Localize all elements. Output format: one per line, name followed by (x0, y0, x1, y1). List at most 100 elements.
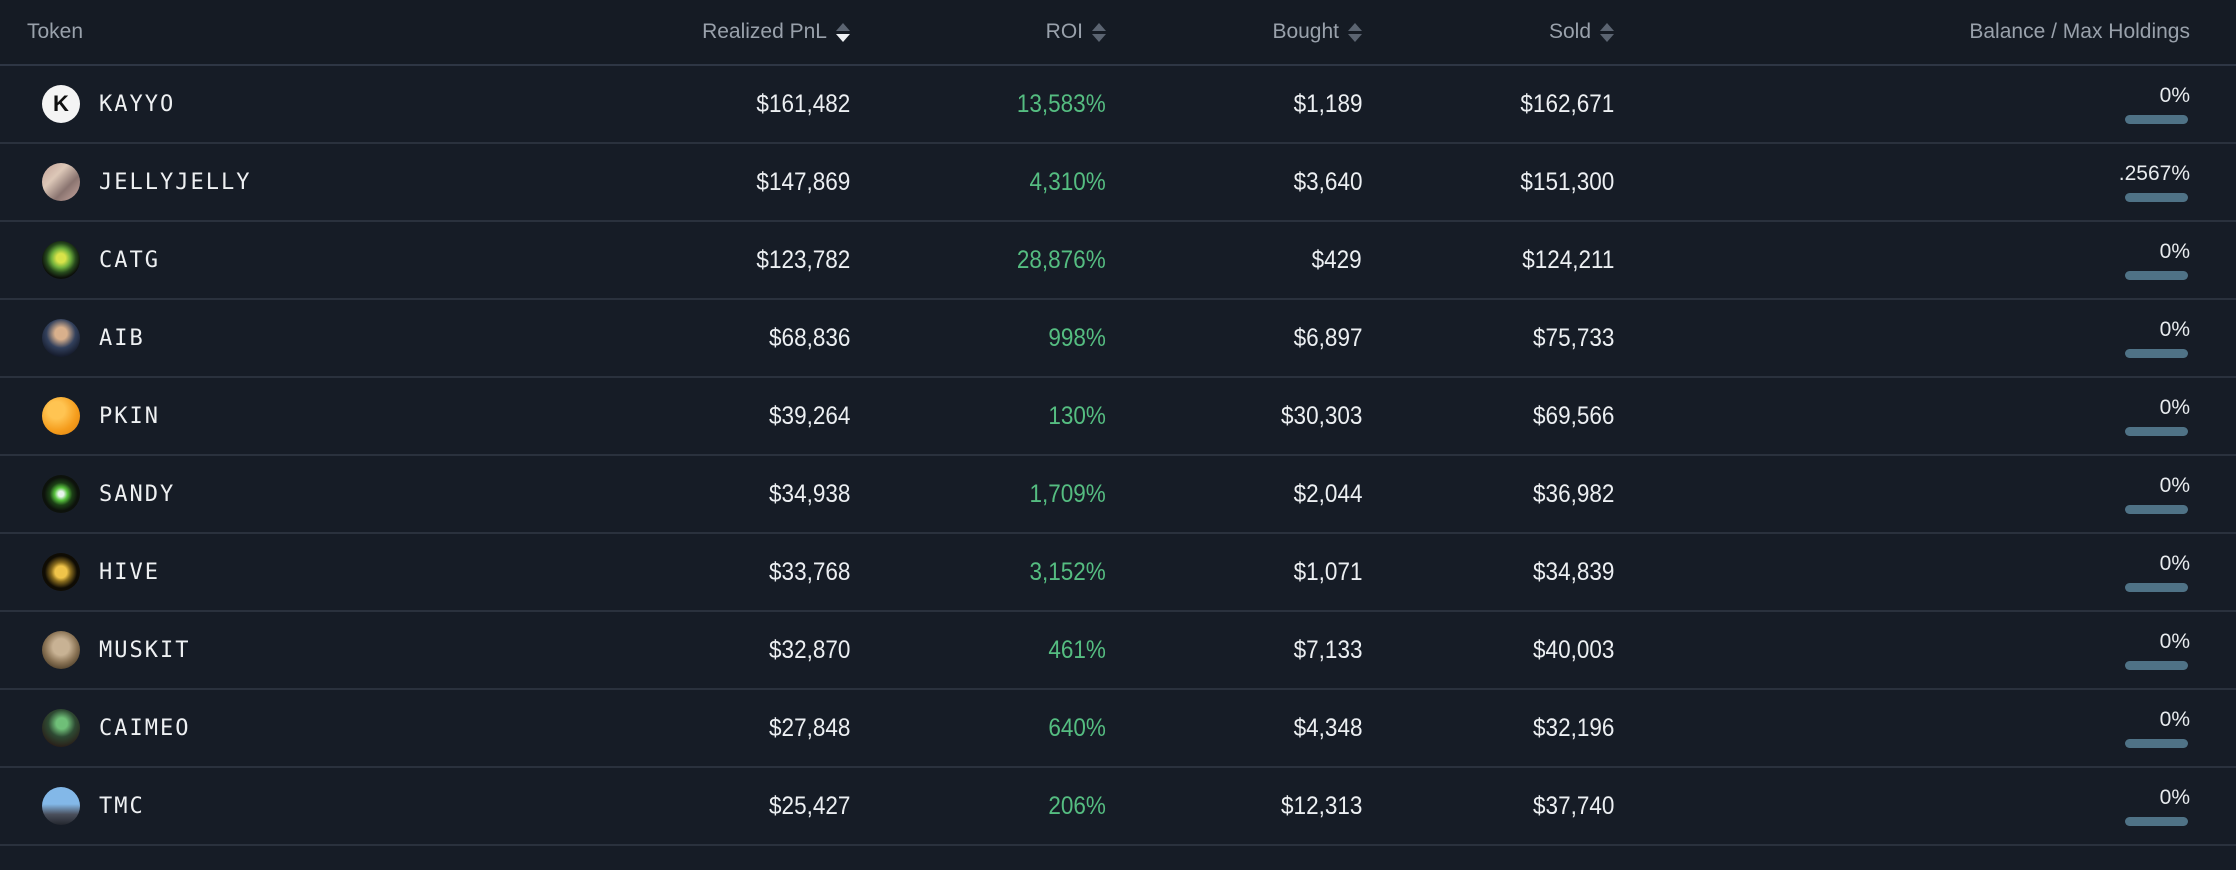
hive-honeycomb-icon (42, 553, 80, 591)
muskit-token-icon (42, 631, 80, 669)
balance-cell: 0% (1614, 396, 2236, 436)
sold-value: $69,566 (1532, 401, 1614, 430)
sold-value: $37,740 (1532, 791, 1614, 820)
bought-value: $7,133 (1293, 635, 1362, 664)
table-row[interactable]: HIVE $33,768 3,152% $1,071 $34,839 0% (0, 534, 2236, 612)
balance-cell: .2567% (1614, 162, 2236, 202)
bought-value: $4,348 (1293, 713, 1362, 742)
realized-pnl-value: $32,870 (768, 635, 850, 664)
token-name: HIVE (99, 559, 160, 585)
balance-percent: 0% (2159, 240, 2190, 264)
bought-value: $2,044 (1293, 479, 1362, 508)
aib-token-icon (42, 319, 80, 357)
sort-icon (836, 22, 850, 42)
balance-bar (2125, 114, 2188, 124)
column-header-balance-max-holdings: Balance / Max Holdings (1614, 20, 2236, 44)
catg-token-icon (42, 241, 80, 279)
realized-pnl-value: $68,836 (768, 323, 850, 352)
column-header-bought-label: Bought (1272, 20, 1339, 43)
table-row[interactable]: CATG $123,782 28,876% $429 $124,211 0% (0, 222, 2236, 300)
jellyjelly-token-icon (42, 163, 80, 201)
table-row[interactable]: PKIN $39,264 130% $30,303 $69,566 0% (0, 378, 2236, 456)
sort-icon (1348, 22, 1362, 42)
balance-percent: 0% (2159, 786, 2190, 810)
sold-value: $32,196 (1532, 713, 1614, 742)
bought-value: $6,897 (1293, 323, 1362, 352)
token-name: CAIMEO (99, 715, 191, 741)
column-header-roi-label: ROI (1045, 20, 1083, 43)
sort-icon (1092, 22, 1106, 42)
token-name: MUSKIT (99, 637, 191, 663)
column-header-realized-pnl[interactable]: Realized PnL (600, 20, 850, 44)
table-row[interactable]: TMC $25,427 206% $12,313 $37,740 0% (0, 768, 2236, 846)
token-name: JELLYJELLY (99, 169, 252, 195)
column-header-sold-label: Sold (1548, 20, 1591, 43)
caimeo-token-icon (42, 709, 80, 747)
realized-pnl-value: $34,938 (768, 479, 850, 508)
balance-percent: 0% (2159, 474, 2190, 498)
token-cell: AIB (0, 319, 600, 357)
table-row[interactable]: AIB $68,836 998% $6,897 $75,733 0% (0, 300, 2236, 378)
roi-value: 28,876% (1017, 245, 1106, 274)
bought-value: $1,189 (1293, 89, 1362, 118)
sort-asc-arrow-icon (1092, 22, 1106, 31)
table-row[interactable]: SANDY $34,938 1,709% $2,044 $36,982 0% (0, 456, 2236, 534)
sold-value: $34,839 (1532, 557, 1614, 586)
sandy-token-icon (42, 475, 80, 513)
balance-bar (2125, 270, 2188, 280)
kayyo-token-icon: K (42, 85, 80, 123)
token-cell: CAIMEO (0, 709, 600, 747)
column-header-sold[interactable]: Sold (1362, 20, 1614, 44)
token-name: SANDY (99, 481, 176, 507)
roi-value: 640% (1048, 713, 1106, 742)
column-header-realized-pnl-label: Realized PnL (702, 20, 827, 43)
realized-pnl-value: $147,869 (756, 167, 850, 196)
bought-value: $429 (1311, 245, 1362, 274)
bought-value: $3,640 (1293, 167, 1362, 196)
realized-pnl-value: $123,782 (756, 245, 850, 274)
column-header-bought[interactable]: Bought (1106, 20, 1362, 44)
tmc-token-icon (42, 787, 80, 825)
balance-cell: 0% (1614, 552, 2236, 592)
sort-asc-arrow-icon (1600, 22, 1614, 31)
balance-percent: 0% (2159, 84, 2190, 108)
token-name: CATG (99, 247, 160, 273)
balance-bar (2125, 348, 2188, 358)
table-row[interactable]: MUSKIT $32,870 461% $7,133 $40,003 0% (0, 612, 2236, 690)
roi-value: 3,152% (1029, 557, 1106, 586)
column-header-token-label: Token (27, 20, 84, 43)
token-name: KAYYO (99, 91, 176, 117)
token-cell: PKIN (0, 397, 600, 435)
sold-value: $40,003 (1532, 635, 1614, 664)
sort-asc-arrow-icon (836, 22, 850, 31)
balance-cell: 0% (1614, 708, 2236, 748)
realized-pnl-value: $161,482 (756, 89, 850, 118)
column-header-roi[interactable]: ROI (850, 20, 1106, 44)
token-cell: MUSKIT (0, 631, 600, 669)
realized-pnl-value: $39,264 (768, 401, 850, 430)
table-row[interactable]: JELLYJELLY $147,869 4,310% $3,640 $151,3… (0, 144, 2236, 222)
token-name: AIB (99, 325, 145, 351)
balance-cell: 0% (1614, 786, 2236, 826)
token-cell: JELLYJELLY (0, 163, 600, 201)
token-cell: TMC (0, 787, 600, 825)
table-row[interactable]: CAIMEO $27,848 640% $4,348 $32,196 0% (0, 690, 2236, 768)
balance-cell: 0% (1614, 630, 2236, 670)
balance-cell: 0% (1614, 84, 2236, 124)
sort-asc-arrow-icon (1348, 22, 1362, 31)
balance-percent: 0% (2159, 396, 2190, 420)
roi-value: 1,709% (1029, 479, 1106, 508)
bought-value: $1,071 (1293, 557, 1362, 586)
token-cell: SANDY (0, 475, 600, 513)
balance-percent: .2567% (2118, 162, 2190, 186)
table-body: K KAYYO $161,482 13,583% $1,189 $162,671… (0, 66, 2236, 858)
balance-percent: 0% (2159, 552, 2190, 576)
table-row[interactable]: K KAYYO $161,482 13,583% $1,189 $162,671… (0, 66, 2236, 144)
column-header-token: Token (0, 20, 600, 44)
balance-percent: 0% (2159, 630, 2190, 654)
balance-bar (2125, 816, 2188, 826)
token-name: PKIN (99, 403, 160, 429)
roi-value: 4,310% (1029, 167, 1106, 196)
sold-value: $124,211 (1521, 245, 1614, 274)
